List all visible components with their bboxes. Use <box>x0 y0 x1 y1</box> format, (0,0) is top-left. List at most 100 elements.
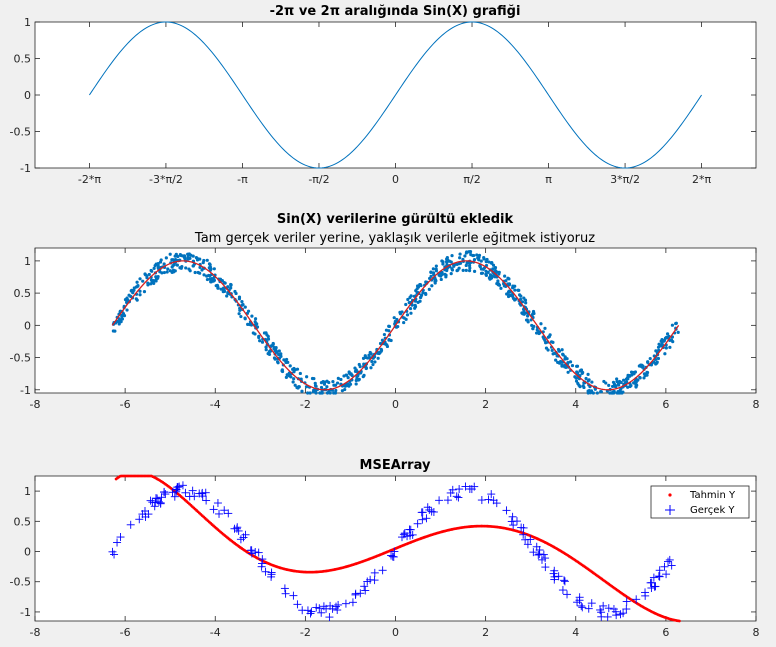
x-tick-label: -3*π/2 <box>149 173 183 186</box>
noisy-plot-subtitle: Tam gerçek veriler yerine, yaklaşık veri… <box>194 231 595 246</box>
noisy-point <box>363 354 367 358</box>
x-tick-label: -π <box>237 173 248 186</box>
x-tick-label: -4 <box>210 626 221 639</box>
actual-point <box>326 601 335 610</box>
actual-point <box>492 499 501 508</box>
noisy-point <box>652 360 656 364</box>
noisy-point <box>152 281 156 285</box>
noisy-point <box>404 302 408 307</box>
noisy-point <box>587 388 591 393</box>
noisy-point <box>496 279 500 283</box>
noisy-point <box>318 391 322 395</box>
noisy-point <box>513 298 517 302</box>
actual-point <box>113 538 122 547</box>
noisy-point <box>464 268 468 272</box>
actual-point <box>563 590 572 599</box>
noisy-point <box>662 339 666 343</box>
noisy-point <box>162 262 166 266</box>
noisy-point <box>576 371 580 375</box>
noisy-point <box>475 253 479 257</box>
actual-point <box>477 496 486 505</box>
actual-point <box>201 488 210 497</box>
actual-point <box>664 557 673 566</box>
noisy-point <box>319 385 324 390</box>
noisy-point <box>142 290 147 294</box>
noisy-point <box>226 285 230 289</box>
actual-point <box>332 602 341 611</box>
noisy-point <box>156 266 160 270</box>
x-tick-label: -2 <box>300 398 311 411</box>
noisy-point <box>284 375 288 379</box>
noisy-point <box>551 340 555 344</box>
noisy-point <box>578 369 582 373</box>
actual-point <box>234 526 243 535</box>
x-tick-label: -2 <box>300 626 311 639</box>
noisy-point <box>484 272 488 276</box>
x-tick-label: 0 <box>392 173 399 186</box>
noisy-point <box>531 309 536 314</box>
actual-point <box>599 601 608 610</box>
noisy-point <box>629 384 633 388</box>
actual-point <box>378 566 387 575</box>
noisy-point <box>335 381 340 385</box>
noisy-point <box>379 347 383 351</box>
noisy-point <box>353 369 358 373</box>
noisy-point <box>325 385 329 389</box>
noisy-point <box>364 366 368 371</box>
noisy-point <box>581 384 585 388</box>
actual-point <box>649 573 658 582</box>
actual-point <box>418 508 427 517</box>
noisy-point <box>452 264 456 268</box>
y-tick-label: -0.5 <box>10 352 31 365</box>
noisy-point <box>354 382 358 386</box>
mse-plot-title: MSEArray <box>360 458 431 473</box>
noisy-point <box>305 375 309 379</box>
noisy-point <box>663 352 667 356</box>
noisy-point <box>147 272 151 277</box>
noisy-point <box>257 335 261 340</box>
x-tick-label: 8 <box>753 626 760 639</box>
noisy-point <box>344 373 348 377</box>
noisy-point <box>250 314 254 318</box>
actual-point <box>502 506 511 515</box>
x-tick-label: -2*π <box>78 173 101 186</box>
noisy-point <box>156 261 160 266</box>
noisy-point <box>387 324 392 329</box>
actual-point <box>325 613 334 622</box>
noisy-point <box>670 323 675 327</box>
noisy-plot-ticks: -8 -6 -4 -2 0 2 4 6 8 -1 -0.5 0 0.5 1 <box>10 248 760 411</box>
noisy-point <box>253 317 258 321</box>
noisy-point <box>116 319 120 324</box>
noisy-point <box>615 377 619 381</box>
noisy-point <box>430 284 434 288</box>
noisy-point <box>202 273 206 277</box>
noisy-point <box>449 272 453 276</box>
noisy-point <box>402 320 406 325</box>
noisy-point <box>237 312 241 316</box>
noisy-point <box>608 391 612 395</box>
actual-point <box>161 490 170 499</box>
noisy-point <box>123 298 128 302</box>
actual-point <box>587 599 596 608</box>
noisy-point <box>635 383 639 387</box>
noisy-point <box>518 293 522 297</box>
noisy-point <box>513 284 517 288</box>
noisy-point <box>637 364 641 368</box>
noisy-point <box>450 254 454 258</box>
noisy-point <box>487 260 491 264</box>
actual-point <box>148 498 157 507</box>
noisy-point <box>332 383 336 387</box>
noisy-point <box>497 283 502 287</box>
noisy-point <box>229 283 233 287</box>
noisy-point <box>538 331 542 335</box>
x-tick-label: 2*π <box>692 173 711 186</box>
noisy-point <box>676 330 680 334</box>
actual-point <box>573 598 582 607</box>
noisy-point <box>173 258 178 262</box>
noisy-point <box>131 291 135 295</box>
noisy-point <box>409 311 413 315</box>
noisy-point <box>568 360 573 364</box>
noisy-point <box>431 267 435 271</box>
noisy-point <box>520 311 524 315</box>
noisy-point <box>544 346 549 350</box>
